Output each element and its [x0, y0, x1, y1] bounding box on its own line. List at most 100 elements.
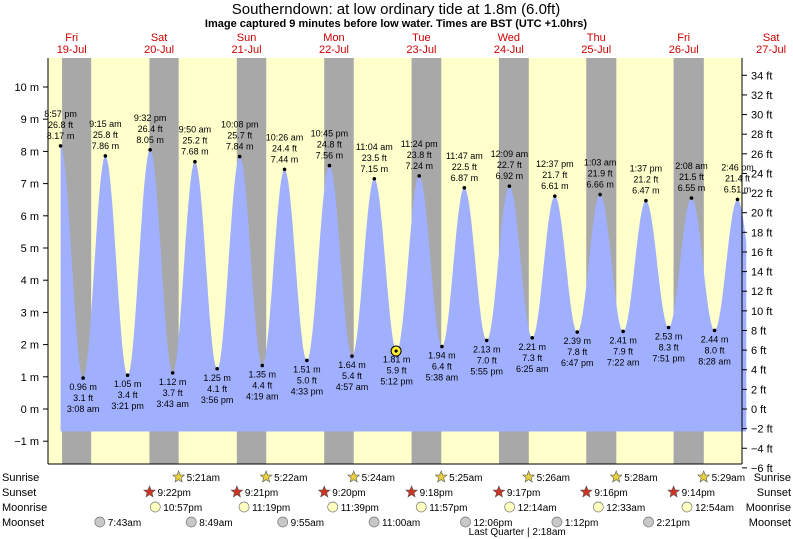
tide-feet: 21.4 ft [725, 173, 751, 183]
moonrise-time: 12:33am [606, 503, 645, 514]
moonset-time: 2:21pm [657, 518, 690, 529]
tide-metres: 8.17 m [47, 131, 75, 141]
moonrise-icon [238, 501, 250, 513]
right-tick-label: 8 ft [751, 325, 766, 337]
tide-metres: 1.81 m [383, 355, 411, 365]
tide-feet: 6.4 ft [432, 362, 453, 372]
tide-metres: 2.41 m [609, 335, 637, 345]
left-tick-label: 1 m [21, 372, 39, 384]
tide-feet: 5.0 ft [297, 375, 318, 385]
moonset-icon [277, 516, 289, 528]
tide-time: 11:04 am [356, 142, 393, 152]
tide-time: 9:32 pm [134, 113, 167, 123]
tide-feet: 7.9 ft [613, 346, 634, 356]
right-tick-label: −6 ft [751, 463, 773, 475]
tide-feet: 22.5 ft [452, 162, 478, 172]
tide-metres: 1.12 m [159, 377, 187, 387]
tide-point [148, 147, 152, 152]
sunrise-time: 5:24am [362, 473, 395, 484]
moonset-icon [460, 516, 471, 528]
right-tick-label: −4 ft [751, 443, 773, 455]
tide-point [58, 144, 63, 148]
tide-feet: 22.7 ft [497, 160, 523, 170]
tide-point [598, 192, 602, 197]
tide-metres: 6.66 m [586, 180, 614, 190]
tide-time: 2:46 pm [721, 162, 754, 172]
tide-point [575, 330, 580, 334]
tide-point [327, 163, 332, 168]
day-name: Fri [677, 32, 690, 44]
day-name: Tue [412, 32, 431, 44]
moonrise-time: 10:57pm [163, 503, 202, 514]
moonset-icon [551, 516, 563, 528]
tide-metres: 7.24 m [405, 161, 433, 171]
tide-point [417, 174, 422, 178]
tide-feet: 3.1 ft [73, 393, 94, 403]
right-tick-label: 32 ft [751, 90, 772, 102]
moonset-icon [643, 516, 654, 528]
sunrise-star-icon [172, 470, 186, 483]
sunset-time: 9:17pm [507, 488, 540, 499]
tide-time: 12:37 pm [536, 159, 574, 169]
tide-point [305, 358, 309, 363]
tide-time: 5:12 pm [380, 377, 413, 387]
tide-point [666, 325, 671, 330]
tide-metres: 6.47 m [632, 186, 660, 196]
tide-feet: 4.1 ft [207, 384, 228, 394]
right-tick-label: 12 ft [751, 286, 772, 298]
day-date: 19-Jul [57, 44, 87, 56]
left-tick-label: 4 m [21, 275, 39, 287]
tide-metres: 1.35 m [249, 370, 277, 380]
tide-metres: 7.56 m [316, 151, 344, 161]
tide-feet: 21.9 ft [588, 169, 614, 179]
moonrise-time: 11:39pm [341, 503, 379, 514]
day-name: Mon [323, 32, 344, 44]
tide-point [372, 176, 377, 181]
tide-point [735, 197, 740, 202]
left-tick-label: 10 m [15, 82, 39, 94]
tide-feet: 25.2 ft [182, 136, 208, 146]
tide-feet: 4.4 ft [252, 381, 273, 391]
tide-time: 8:57 pm [44, 109, 77, 119]
moonrise-icon [681, 501, 693, 513]
tide-feet: 26.4 ft [138, 124, 164, 134]
tide-time: 5:55 pm [470, 366, 503, 376]
moonset-time: 11:00am [382, 518, 420, 529]
tide-time: 2:08 am [675, 161, 708, 171]
tide-time: 4:33 pm [291, 386, 324, 396]
moonrise-icon [592, 501, 604, 513]
tide-time: 11:47 am [446, 151, 483, 161]
tide-metres: 6.55 m [678, 183, 706, 193]
tide-time: 6:47 pm [561, 358, 594, 368]
moonset-time: 1:12pm [565, 518, 598, 529]
tide-point [440, 344, 444, 349]
tide-point [215, 366, 219, 371]
tide-point [644, 198, 648, 203]
tide-point [689, 196, 694, 200]
tide-feet: 7.8 ft [567, 347, 588, 357]
left-tick-label: 6 m [21, 211, 39, 223]
moonset-icon [185, 516, 197, 528]
sunset-star-icon [317, 485, 331, 498]
sunset-time: 9:20pm [332, 488, 365, 499]
sunrise-star-icon [609, 470, 623, 483]
moonrise-time: 11:19pm [252, 503, 290, 514]
tide-feet: 8.3 ft [659, 343, 680, 353]
tide-time: 4:57 am [336, 382, 369, 392]
day-date: 25-Jul [581, 44, 611, 56]
tide-feet: 23.8 ft [407, 150, 433, 160]
left-tick-label: 3 m [21, 307, 39, 319]
tide-feet: 7.0 ft [477, 355, 498, 365]
day-name: Thu [587, 32, 606, 44]
tide-point [193, 159, 197, 164]
sunrise-star-icon [434, 470, 448, 483]
tide-metres: 0.96 m [69, 382, 97, 392]
tide-metres: 1.94 m [428, 351, 456, 361]
day-name: Sat [151, 32, 168, 44]
tide-feet: 8.0 ft [705, 345, 726, 355]
moonset-time: 7:43am [108, 518, 141, 529]
right-tick-label: 22 ft [751, 188, 772, 200]
sunset-star-icon [405, 485, 419, 498]
tide-time: 9:15 am [89, 119, 122, 129]
astro-row-label-right: Moonset [749, 517, 791, 529]
